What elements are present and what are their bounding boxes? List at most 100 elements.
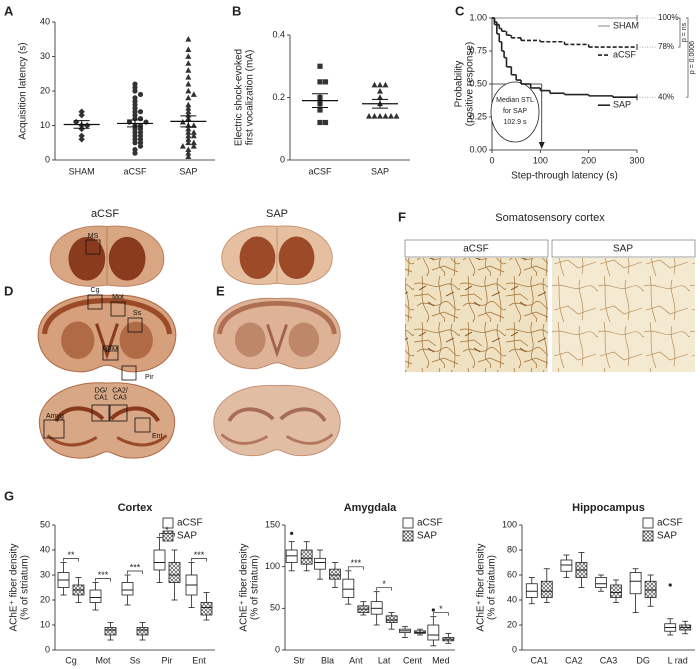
- median-callout: [490, 81, 540, 143]
- legend-swatch: [642, 517, 654, 529]
- point: [185, 136, 192, 142]
- box: [342, 578, 355, 598]
- annotation: for SAP: [503, 108, 527, 115]
- micrograph: [405, 258, 548, 372]
- annotation: Median STL: [496, 97, 534, 104]
- y-tick-label: 0.25: [469, 111, 487, 121]
- y-tick-label: 0: [280, 154, 285, 164]
- brain-section: [214, 298, 340, 368]
- brain-section: [49, 225, 165, 287]
- region-label: MS: [88, 233, 99, 240]
- outlier: [668, 583, 672, 587]
- significance: ***: [351, 558, 362, 568]
- column-title: aCSF: [463, 244, 489, 255]
- y-axis-label: (% of striatum): [20, 555, 31, 620]
- panel-letter: E: [216, 283, 225, 298]
- point: [185, 139, 192, 146]
- x-axis-label: Step-through latency (s): [511, 171, 618, 182]
- box: [104, 627, 117, 636]
- outlier: [290, 531, 294, 535]
- significance: ***: [194, 550, 205, 560]
- point: [185, 125, 192, 132]
- point: [78, 108, 85, 115]
- point: [185, 132, 192, 139]
- y-tick-label: 150: [265, 519, 280, 529]
- panel-letter: D: [4, 283, 13, 298]
- y-tick-label: 20: [507, 619, 517, 629]
- region-label: CA2/CA3: [112, 387, 128, 401]
- point: [78, 132, 85, 140]
- legend-swatch: [642, 530, 654, 542]
- y-axis-label: AChE⁺ fiber density: [239, 543, 250, 631]
- point: [377, 113, 383, 119]
- x-tick-label: 300: [629, 155, 644, 165]
- annotation: 102.9 s: [504, 119, 527, 126]
- panel-letter: C: [455, 3, 465, 18]
- box: [385, 615, 398, 623]
- point: [185, 101, 192, 108]
- point: [322, 119, 329, 126]
- comparison-label: p = ns: [681, 22, 688, 42]
- point: [137, 91, 144, 98]
- point: [185, 60, 192, 66]
- box: [300, 549, 313, 565]
- legend-label: aCSF: [417, 518, 443, 529]
- y-axis-label: (% of striatum): [250, 555, 261, 620]
- y-tick-label: 50: [270, 603, 280, 613]
- box: [540, 580, 553, 598]
- x-tick-label: 200: [581, 155, 596, 165]
- x-tick-label: Ant: [349, 655, 363, 665]
- point: [185, 74, 192, 80]
- y-tick-label: 0.00: [469, 144, 487, 154]
- x-tick-label: aCSF: [123, 166, 147, 176]
- y-tick-label: 0: [512, 644, 517, 654]
- sig-bracket: [95, 578, 111, 582]
- y-axis-label: (positive response): [465, 42, 476, 126]
- y-tick-label: 20: [40, 85, 50, 95]
- end-label: 78%: [658, 42, 674, 51]
- point: [377, 94, 383, 100]
- point: [371, 81, 378, 88]
- y-tick-label: 0.75: [469, 45, 487, 55]
- point: [185, 80, 192, 87]
- y-tick-label: 100: [502, 519, 517, 529]
- box: [610, 584, 622, 598]
- significance: ***: [98, 570, 109, 580]
- y-tick-label: 10: [40, 619, 50, 629]
- micrograph: [552, 258, 695, 372]
- y-tick-label: 20: [40, 594, 50, 604]
- y-tick-label: 0.4: [272, 29, 285, 39]
- x-tick-label: CA3: [600, 655, 618, 665]
- y-tick-label: 40: [40, 16, 50, 26]
- comparison-label: p = 0.0006: [689, 41, 696, 74]
- point: [377, 88, 383, 94]
- region-label: Mot: [112, 294, 124, 301]
- y-tick-label: 30: [40, 569, 50, 579]
- y-axis-label: (% of striatum): [487, 555, 498, 620]
- region-boxes: [43, 239, 151, 439]
- x-tick-label: aCSF: [308, 166, 332, 176]
- box: [89, 589, 102, 603]
- y-axis-label: Electric shock-evoked: [234, 49, 245, 146]
- box: [525, 583, 538, 598]
- point: [185, 36, 192, 42]
- chart-title: Hippocampus: [572, 502, 645, 514]
- point: [185, 67, 192, 73]
- legend-label: SAP: [613, 100, 631, 110]
- box: [560, 559, 573, 572]
- point: [78, 125, 85, 133]
- x-tick-label: CA2: [565, 655, 583, 665]
- point: [382, 113, 389, 119]
- point: [132, 81, 138, 87]
- brain-section: [221, 225, 333, 285]
- point: [371, 113, 378, 119]
- point: [185, 153, 192, 159]
- legend-swatch: [402, 530, 414, 542]
- x-tick-label: Mot: [95, 655, 111, 665]
- point: [382, 81, 389, 88]
- x-tick-label: Med: [432, 655, 450, 665]
- y-tick-label: 40: [40, 544, 50, 554]
